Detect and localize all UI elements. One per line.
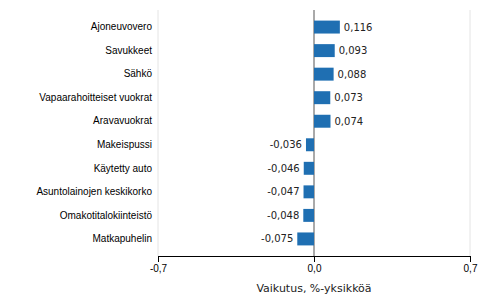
bar — [303, 209, 314, 222]
data-labels: -0,075 -0,048 -0,047 -0,046 -0,036 0,074 0,073… — [261, 22, 372, 245]
category-label: Aravavuokrat — [93, 115, 152, 126]
bar — [314, 68, 334, 81]
category-label: Matkapuhelin — [93, 233, 152, 244]
data-label: -0,048 — [267, 210, 299, 221]
category-label: Asuntolainojen keskikorko — [36, 186, 152, 197]
bar — [306, 138, 314, 151]
data-label: 0,073 — [334, 92, 363, 103]
grid-line — [158, 10, 159, 256]
data-label: -0,046 — [267, 163, 299, 174]
x-axis: -0,7 0,0 0,7 — [150, 256, 478, 274]
x-tick: -0,7 — [150, 256, 168, 274]
x-tick-label: 0,7 — [464, 263, 478, 274]
x-tick: 0,0 — [308, 256, 322, 274]
category-label: Makeispussi — [97, 139, 152, 150]
y-tick: Sähkö — [124, 68, 158, 79]
bars — [297, 21, 340, 246]
data-label: 0,093 — [339, 45, 368, 56]
data-label: -0,075 — [261, 233, 293, 244]
y-tick: Asuntolainojen keskikorko — [36, 186, 158, 197]
bar — [314, 115, 330, 128]
grid — [158, 10, 470, 256]
y-tick: Vapaarahoitteiset vuokrat — [39, 92, 158, 103]
category-label: Sähkö — [124, 68, 153, 79]
data-label: 0,116 — [344, 22, 373, 33]
y-axis: Matkapuhelin Omakotitalokiinteistö Asuntol… — [36, 21, 158, 244]
data-label: 0,088 — [338, 69, 367, 80]
category-label: Käytetty auto — [94, 163, 153, 174]
bar — [297, 232, 314, 245]
data-label: 0,074 — [334, 116, 363, 127]
x-tick: 0,7 — [464, 256, 478, 274]
x-axis-line — [159, 257, 471, 263]
category-label: Omakotitalokiinteistö — [60, 210, 153, 221]
bar — [304, 162, 314, 175]
y-tick: Käytetty auto — [94, 163, 158, 174]
bar — [304, 185, 314, 198]
category-label: Vapaarahoitteiset vuokrat — [39, 92, 152, 103]
bar — [314, 44, 335, 57]
x-tick-mark — [470, 256, 471, 262]
chart: -0,7 0,0 0,7 Matkapuhelin Omakotitalokiintei… — [0, 0, 492, 302]
x-tick-mark — [314, 256, 315, 262]
category-label: Ajoneuvovero — [91, 21, 153, 32]
grid-line — [470, 10, 471, 256]
y-tick: Omakotitalokiinteistö — [60, 210, 158, 221]
data-label: -0,047 — [267, 186, 299, 197]
category-label: Savukkeet — [105, 45, 152, 56]
bar — [314, 91, 330, 104]
y-tick: Matkapuhelin — [93, 233, 158, 244]
y-tick: Makeispussi — [97, 139, 158, 150]
y-tick: Aravavuokrat — [93, 115, 158, 126]
y-tick: Ajoneuvovero — [91, 21, 158, 32]
y-tick: Savukkeet — [105, 45, 158, 56]
plot: -0,7 0,0 0,7 Matkapuhelin Omakotitalokiintei… — [36, 10, 478, 295]
x-tick-mark — [158, 256, 159, 262]
x-axis-title: Vaikutus, %-yksikköä — [256, 282, 371, 295]
x-tick-label: 0,0 — [308, 263, 322, 274]
data-label: -0,036 — [270, 139, 302, 150]
x-tick-label: -0,7 — [150, 263, 168, 274]
bar — [314, 21, 340, 34]
